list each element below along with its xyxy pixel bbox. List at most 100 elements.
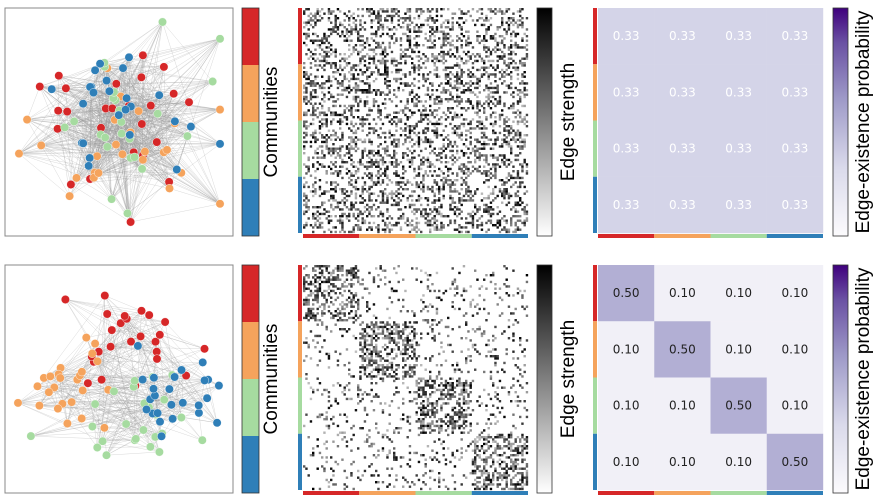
matrix-cell	[336, 206, 340, 209]
matrix-cell	[327, 165, 331, 168]
matrix-cell	[462, 89, 466, 92]
matrix-cell	[429, 145, 432, 148]
matrix-cell	[402, 188, 405, 191]
matrix-cell	[336, 170, 340, 173]
matrix-cell	[390, 224, 394, 227]
network-node	[136, 331, 146, 341]
matrix-cell	[357, 73, 360, 76]
network-node	[53, 106, 63, 116]
matrix-cell	[363, 100, 367, 103]
matrix-cell	[501, 73, 504, 76]
matrix-cell	[512, 176, 515, 180]
matrix-cell	[521, 145, 524, 148]
matrix-cell	[521, 104, 524, 108]
matrix-cell	[417, 221, 421, 225]
matrix-cell	[458, 64, 461, 67]
matrix-cell	[456, 152, 459, 155]
matrix-cell	[379, 201, 382, 204]
matrix-cell	[390, 134, 394, 137]
matrix-cell	[474, 190, 477, 193]
matrix-cell	[395, 129, 398, 132]
matrix-cell	[348, 55, 351, 58]
matrix-cell	[480, 122, 484, 126]
matrix-cell	[345, 64, 349, 67]
matrix-cell	[377, 161, 380, 164]
matrix-cell	[465, 192, 468, 195]
network-edge	[83, 92, 115, 144]
matrix-cell	[375, 64, 378, 67]
matrix-cell	[327, 17, 331, 20]
matrix-cell	[404, 12, 407, 15]
matrix-cell	[361, 156, 364, 159]
matrix-cell	[505, 203, 508, 207]
matrix-cell	[379, 265, 382, 268]
network-node	[162, 145, 172, 155]
network-edge	[98, 38, 221, 174]
matrix-cell	[395, 59, 398, 63]
matrix-cell	[478, 217, 481, 220]
matrix-cell	[345, 206, 349, 209]
matrix-cell	[449, 98, 452, 101]
matrix-cell	[343, 203, 346, 207]
matrix-cell	[372, 89, 376, 92]
matrix-cell	[438, 152, 441, 155]
network-edge	[73, 121, 108, 147]
matrix-cell	[516, 120, 520, 123]
matrix-cell	[399, 185, 403, 189]
matrix-cell	[325, 181, 328, 184]
matrix-cell	[393, 199, 396, 202]
matrix-cell	[413, 212, 416, 216]
network-node	[107, 325, 117, 335]
matrix-cell	[521, 221, 524, 225]
matrix-cell	[440, 102, 443, 105]
network-edge	[89, 86, 92, 159]
matrix-cell	[435, 30, 439, 33]
matrix-cell	[316, 116, 319, 119]
matrix-cell	[465, 82, 468, 85]
network-node	[62, 107, 72, 117]
matrix-cell	[305, 71, 308, 74]
matrix-cell	[386, 116, 389, 119]
matrix-cell	[357, 176, 360, 180]
matrix-cell	[487, 228, 490, 231]
network-node	[61, 295, 70, 304]
matrix-cell	[523, 208, 526, 211]
matrix-cell	[312, 57, 315, 60]
matrix-cell	[341, 161, 344, 164]
matrix-cell	[442, 86, 445, 90]
matrix-cell	[453, 55, 457, 58]
matrix-cell	[424, 116, 427, 119]
matrix-cell	[453, 111, 457, 114]
matrix-cell	[426, 8, 430, 11]
matrix-cell	[435, 199, 439, 202]
matrix-cell	[327, 46, 331, 49]
matrix-cell	[451, 183, 454, 186]
matrix-cell	[492, 91, 495, 94]
matrix-cell	[433, 19, 436, 22]
matrix-cell	[496, 66, 499, 69]
matrix-cell	[442, 188, 445, 191]
network-edge	[18, 57, 130, 154]
matrix-cell	[469, 71, 472, 74]
matrix-cell	[368, 84, 371, 87]
matrix-cell	[402, 50, 405, 54]
matrix-cell	[386, 66, 389, 69]
matrix-cell	[303, 203, 306, 207]
matrix-cell	[316, 75, 319, 78]
matrix-cell	[345, 167, 349, 171]
matrix-cell	[386, 201, 389, 204]
network-edge	[93, 92, 128, 214]
matrix-cell	[451, 107, 454, 110]
matrix-cell	[307, 185, 310, 189]
matrix-cell	[348, 86, 351, 90]
matrix-cell	[480, 147, 484, 150]
matrix-cell	[503, 156, 506, 159]
matrix-cell	[408, 125, 412, 128]
probability-cell-label: 0.33	[669, 29, 696, 43]
matrix-cell	[431, 122, 434, 126]
matrix-cell	[451, 201, 454, 204]
matrix-cell	[377, 152, 380, 155]
matrix-cell	[489, 59, 493, 63]
network-edge	[65, 299, 142, 311]
